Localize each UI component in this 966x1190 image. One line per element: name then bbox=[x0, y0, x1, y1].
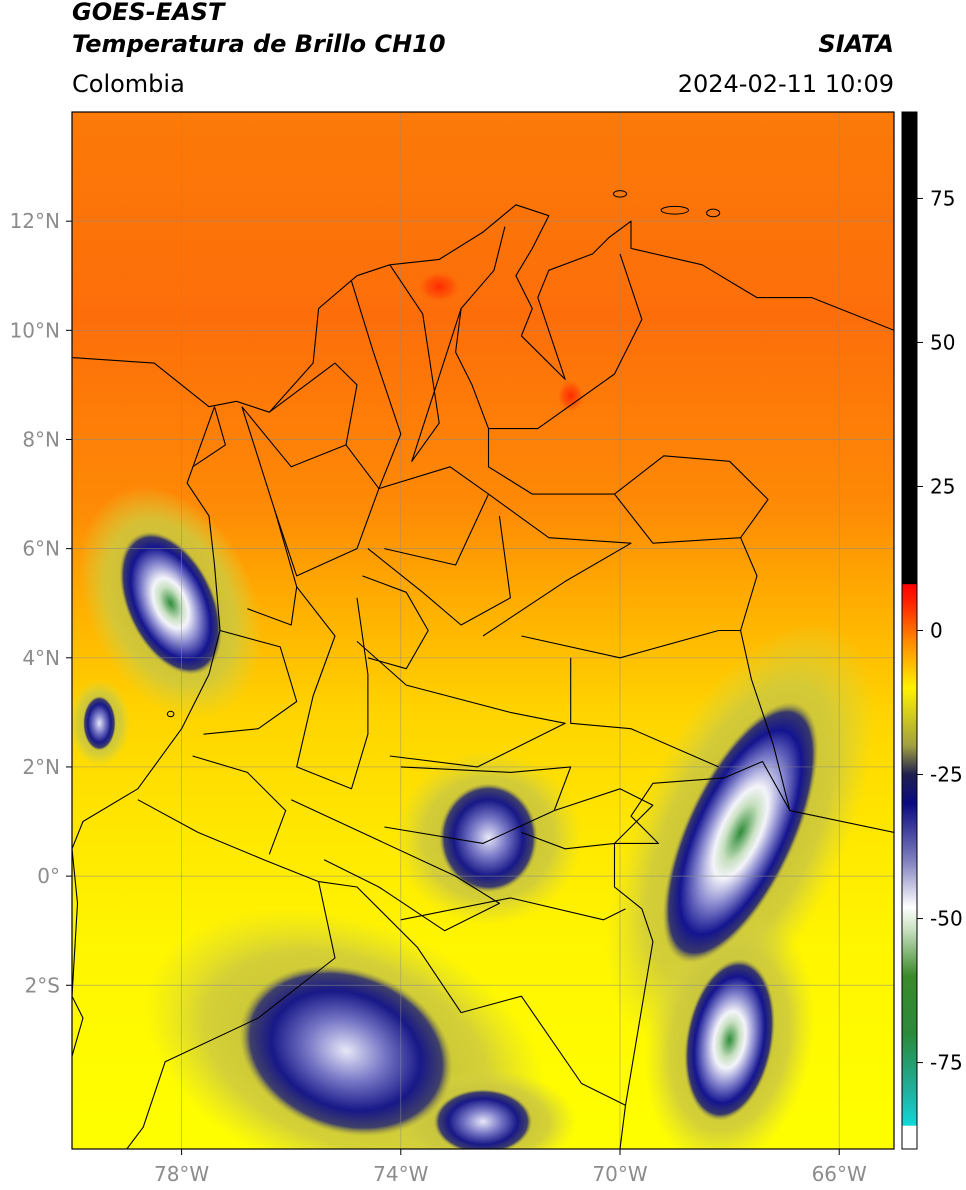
colorbar-tick-label: 25 bbox=[930, 474, 955, 498]
map-frame bbox=[71, 111, 895, 1150]
map-plot-area bbox=[72, 112, 962, 1149]
lat-tick-label: 10°N bbox=[10, 318, 60, 342]
border-ecuador-peru bbox=[126, 881, 336, 1149]
lat-tick-label: 12°N bbox=[10, 209, 60, 233]
dept-boundary-vichada bbox=[521, 629, 741, 659]
dept-boundary-cesar bbox=[389, 264, 462, 462]
lon-tick-label: 74°W bbox=[373, 1162, 428, 1186]
product-title: Temperatura de Brillo CH10 bbox=[72, 30, 446, 58]
colorbar-tick-label: 50 bbox=[930, 330, 955, 354]
cloud-cell-pacific-south bbox=[82, 695, 116, 751]
lon-tick-label: 70°W bbox=[592, 1162, 647, 1186]
dept-boundary-guaviare bbox=[384, 766, 572, 844]
dept-boundary-venezuela-states bbox=[488, 253, 643, 430]
lon-tick-label: 78°W bbox=[154, 1162, 209, 1186]
latitude-ticks: 12°N 10°N 8°N 6°N 4°N 2°N 0° 2°S bbox=[10, 209, 72, 997]
dept-boundary-cordoba-sucre bbox=[268, 362, 358, 445]
island-bonaire bbox=[706, 208, 721, 218]
dept-boundary-venezuela-apure bbox=[614, 455, 769, 539]
dept-boundary-meta bbox=[356, 640, 566, 768]
satellite-title: GOES-EAST bbox=[72, 0, 225, 26]
island-aruba bbox=[612, 190, 628, 198]
dept-boundary-putumayo-amazonas bbox=[400, 897, 626, 921]
warm-spot-apure bbox=[556, 379, 585, 413]
dept-boundary-caqueta bbox=[290, 799, 500, 932]
cloud-cell-amazon-west bbox=[239, 965, 453, 1137]
dept-boundary-choco-risaralda bbox=[247, 510, 298, 626]
island-curacao bbox=[660, 205, 689, 215]
colorbar-tick-label: 0 bbox=[930, 619, 943, 643]
colorbar-tick-label: -75 bbox=[930, 1051, 963, 1075]
border-colombia-venezuela bbox=[455, 226, 791, 811]
dept-boundary-huila-tolima bbox=[296, 586, 369, 790]
dept-boundary-cauca-narino bbox=[192, 755, 287, 855]
colorbar-ticks: 75 50 25 0 -25 -50 -75 bbox=[917, 186, 963, 1075]
region-label: Colombia bbox=[72, 70, 185, 98]
island-margarita bbox=[935, 270, 962, 281]
warm-spot-santa-marta bbox=[417, 270, 462, 304]
lat-tick-label: 0° bbox=[37, 864, 60, 888]
dept-boundary-cundinamarca bbox=[362, 575, 429, 670]
graticule bbox=[72, 112, 894, 1149]
lat-tick-label: 4°N bbox=[22, 646, 60, 670]
lon-tick-label: 66°W bbox=[812, 1162, 867, 1186]
lat-tick-label: 2°N bbox=[22, 755, 60, 779]
coastline-ecuador bbox=[72, 848, 84, 1057]
warm-spots-layer bbox=[417, 270, 585, 413]
border-colombia-panama bbox=[192, 406, 226, 468]
cloud-cell-amazon-east bbox=[684, 958, 776, 1121]
dept-boundary-vichada-guainia bbox=[570, 657, 719, 768]
dept-boundary-casanare-arauca bbox=[482, 493, 632, 637]
cloud-cell-vaupes bbox=[439, 783, 538, 893]
border-colombia-brazil bbox=[613, 760, 791, 1106]
dept-boundary-boyaca bbox=[367, 515, 511, 626]
cloud-cell-pacific bbox=[119, 531, 222, 675]
colorbar-gradient bbox=[902, 112, 917, 1149]
dept-boundary-valle-cauca bbox=[203, 629, 298, 735]
colorbar-tick-label: -25 bbox=[930, 763, 963, 787]
border-colombia-ecuador bbox=[137, 799, 319, 883]
coastline-pacific bbox=[72, 406, 221, 850]
lat-tick-label: 6°N bbox=[22, 537, 60, 561]
dept-boundary-vaupes bbox=[521, 788, 654, 850]
island-gorgona bbox=[166, 710, 175, 718]
border-colombia-peru bbox=[318, 881, 626, 1106]
border-venezuela-brazil bbox=[789, 810, 894, 833]
colorbar-tick-label: -50 bbox=[930, 907, 963, 931]
boundaries-layer bbox=[72, 190, 962, 1149]
lat-tick-label: 2°S bbox=[25, 973, 60, 997]
colorbar-tick-label: 75 bbox=[930, 186, 955, 210]
cloud-cell-amazon-south bbox=[433, 1088, 533, 1149]
border-peru-brazil bbox=[619, 1105, 627, 1149]
coastline-caribbean bbox=[72, 204, 894, 413]
datetime-label: 2024-02-11 10:09 bbox=[677, 70, 894, 98]
lat-tick-label: 8°N bbox=[22, 427, 60, 451]
organization-label: SIATA bbox=[818, 30, 894, 58]
longitude-ticks: 78°W 74°W 70°W 66°W bbox=[154, 1149, 867, 1186]
colorbar: 75 50 25 0 -25 -50 -75 bbox=[901, 111, 963, 1150]
dept-boundary-bolivar bbox=[350, 281, 402, 489]
